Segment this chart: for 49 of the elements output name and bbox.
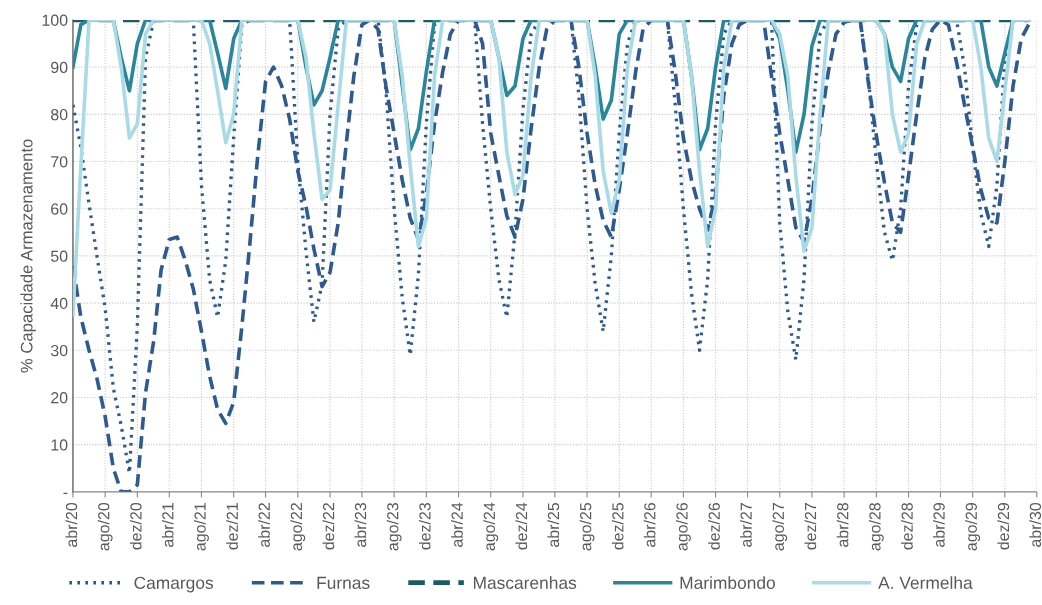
x-tick-label: ago/29: [965, 503, 981, 551]
x-tick-label: ago/23: [386, 502, 402, 551]
y-tick-label: -: [63, 492, 68, 495]
legend-label: Mascarenhas: [473, 576, 577, 589]
legend-label: Camargos: [134, 576, 214, 593]
x-tick-label: ago/24: [483, 502, 499, 551]
x-tick-label: abr/29: [933, 503, 945, 547]
x-tick-label: abr/26: [643, 502, 656, 547]
x-tick-label: ago/21: [194, 503, 209, 551]
x-tick-label: abr/24: [451, 502, 463, 547]
x-tick-label: abr/30: [1029, 502, 1042, 547]
x-tick-label: dez/29: [997, 503, 1010, 550]
y-tick-label: 90: [51, 61, 68, 74]
y-tick-label: 30: [50, 344, 68, 357]
legend-label: Marimbondo: [680, 576, 775, 589]
x-tick-label: abr/27: [740, 503, 752, 547]
x-tick-label: dez/22: [322, 503, 335, 550]
x-tick-label: ago/26: [675, 502, 691, 551]
x-tick-label: abr/20: [65, 502, 78, 547]
x-tick-label: abr/22: [258, 503, 270, 547]
y-tick-label: 40: [50, 297, 68, 310]
x-tick-label: abr/21: [161, 503, 174, 547]
y-tick-label: 60: [51, 203, 68, 215]
x-tick-label: dez/24: [515, 502, 528, 550]
x-tick-label: dez/28: [901, 502, 913, 550]
x-tick-label: abr/28: [836, 502, 849, 547]
x-tick-label: dez/26: [708, 502, 720, 550]
x-tick-label: abr/25: [547, 502, 560, 547]
y-tick-label: 80: [51, 108, 68, 121]
x-tick-label: ago/20: [97, 502, 113, 551]
legend-label: A. Vermelha: [878, 576, 973, 589]
x-tick-label: dez/21: [226, 503, 238, 550]
x-tick-label: dez/20: [129, 502, 142, 550]
y-tick-label: 100: [42, 14, 68, 26]
x-tick-label: dez/27: [804, 503, 817, 550]
y-tick-label: 20: [51, 392, 68, 404]
line-series: [72, 19, 1031, 317]
x-tick-label: abr/23: [354, 502, 367, 547]
x-tick-label: ago/28: [868, 502, 884, 551]
y-tick-label: 70: [51, 156, 68, 168]
x-tick-label: dez/23: [418, 502, 431, 550]
y-tick-label: 50: [50, 250, 68, 262]
y-tick-label: 10: [51, 439, 68, 451]
x-tick-label: ago/22: [290, 503, 306, 551]
x-tick-label: ago/27: [772, 503, 788, 551]
x-tick-label: ago/25: [579, 502, 595, 551]
x-tick-label: dez/25: [611, 502, 624, 550]
y-axis-title: % Capacidade Armazenamento: [20, 139, 36, 373]
legend-label: Furnas: [317, 576, 370, 589]
